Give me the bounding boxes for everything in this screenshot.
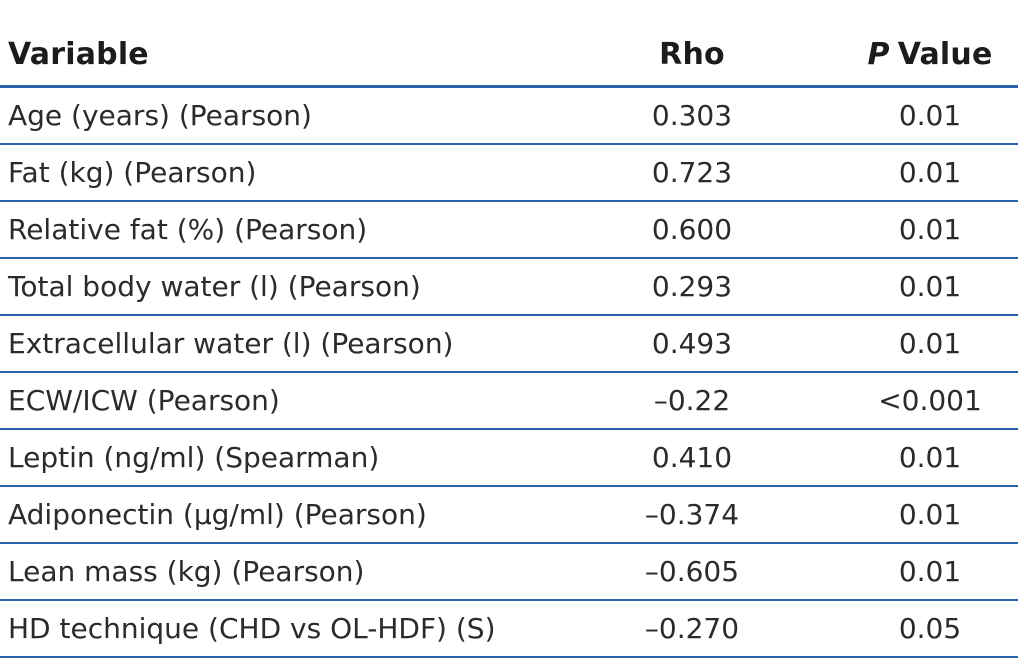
- pvalue-cell: 0.01: [842, 486, 1018, 544]
- pvalue-cell: 0.01: [842, 429, 1018, 487]
- rho-cell: 0.493: [542, 315, 842, 373]
- pvalue-italic-p: P: [867, 37, 890, 72]
- col-header-variable: Variable: [0, 0, 542, 88]
- pvalue-cell: 0.01: [842, 543, 1018, 601]
- rho-cell: 0.723: [542, 144, 842, 202]
- table-row: Age (years) (Pearson) 0.303 0.01: [0, 86, 1018, 145]
- rho-cell: –0.22: [542, 372, 842, 430]
- variable-cell: Lean mass (kg) (Pearson): [0, 543, 542, 601]
- variable-cell: Total body water (l) (Pearson): [0, 258, 542, 316]
- table-row: Leptin (ng/ml) (Spearman) 0.410 0.01: [0, 429, 1018, 487]
- table-row: Extracellular water (l) (Pearson) 0.493 …: [0, 315, 1018, 373]
- pvalue-cell: <0.001: [842, 372, 1018, 430]
- table-row: Fat (kg) (Pearson) 0.723 0.01: [0, 144, 1018, 202]
- variable-cell: Leptin (ng/ml) (Spearman): [0, 429, 542, 487]
- variable-cell: HD technique (CHD vs OL-HDF) (S): [0, 600, 542, 658]
- variable-cell: ECW/ICW (Pearson): [0, 372, 542, 430]
- table-row: Total body water (l) (Pearson) 0.293 0.0…: [0, 258, 1018, 316]
- pvalue-cell: 0.01: [842, 201, 1018, 259]
- variable-cell: Fat (kg) (Pearson): [0, 144, 542, 202]
- pvalue-cell: 0.01: [842, 315, 1018, 373]
- variable-cell: Relative fat (%) (Pearson): [0, 201, 542, 259]
- variable-cell: Adiponectin (μg/ml) (Pearson): [0, 486, 542, 544]
- rho-cell: 0.600: [542, 201, 842, 259]
- rho-cell: 0.410: [542, 429, 842, 487]
- rho-cell: 0.303: [542, 86, 842, 145]
- table-row: Relative fat (%) (Pearson) 0.600 0.01: [0, 201, 1018, 259]
- table-row: HD technique (CHD vs OL-HDF) (S) –0.270 …: [0, 600, 1018, 658]
- table-row: ECW/ICW (Pearson) –0.22 <0.001: [0, 372, 1018, 430]
- col-header-rho: Rho: [542, 0, 842, 88]
- pvalue-cell: 0.01: [842, 86, 1018, 145]
- table-header-row: Variable Rho P Value: [0, 0, 1018, 88]
- rho-cell: 0.293: [542, 258, 842, 316]
- rho-cell: –0.605: [542, 543, 842, 601]
- pvalue-cell: 0.01: [842, 258, 1018, 316]
- variable-cell: Age (years) (Pearson): [0, 86, 542, 145]
- pvalue-cell: 0.05: [842, 600, 1018, 658]
- variable-cell: Extracellular water (l) (Pearson): [0, 315, 542, 373]
- col-header-pvalue: P Value: [842, 0, 1018, 88]
- pvalue-word: Value: [897, 37, 993, 72]
- table-row: Adiponectin (μg/ml) (Pearson) –0.374 0.0…: [0, 486, 1018, 544]
- table-row: Lean mass (kg) (Pearson) –0.605 0.01: [0, 543, 1018, 601]
- pvalue-cell: 0.01: [842, 144, 1018, 202]
- rho-cell: –0.374: [542, 486, 842, 544]
- rho-cell: –0.270: [542, 600, 842, 658]
